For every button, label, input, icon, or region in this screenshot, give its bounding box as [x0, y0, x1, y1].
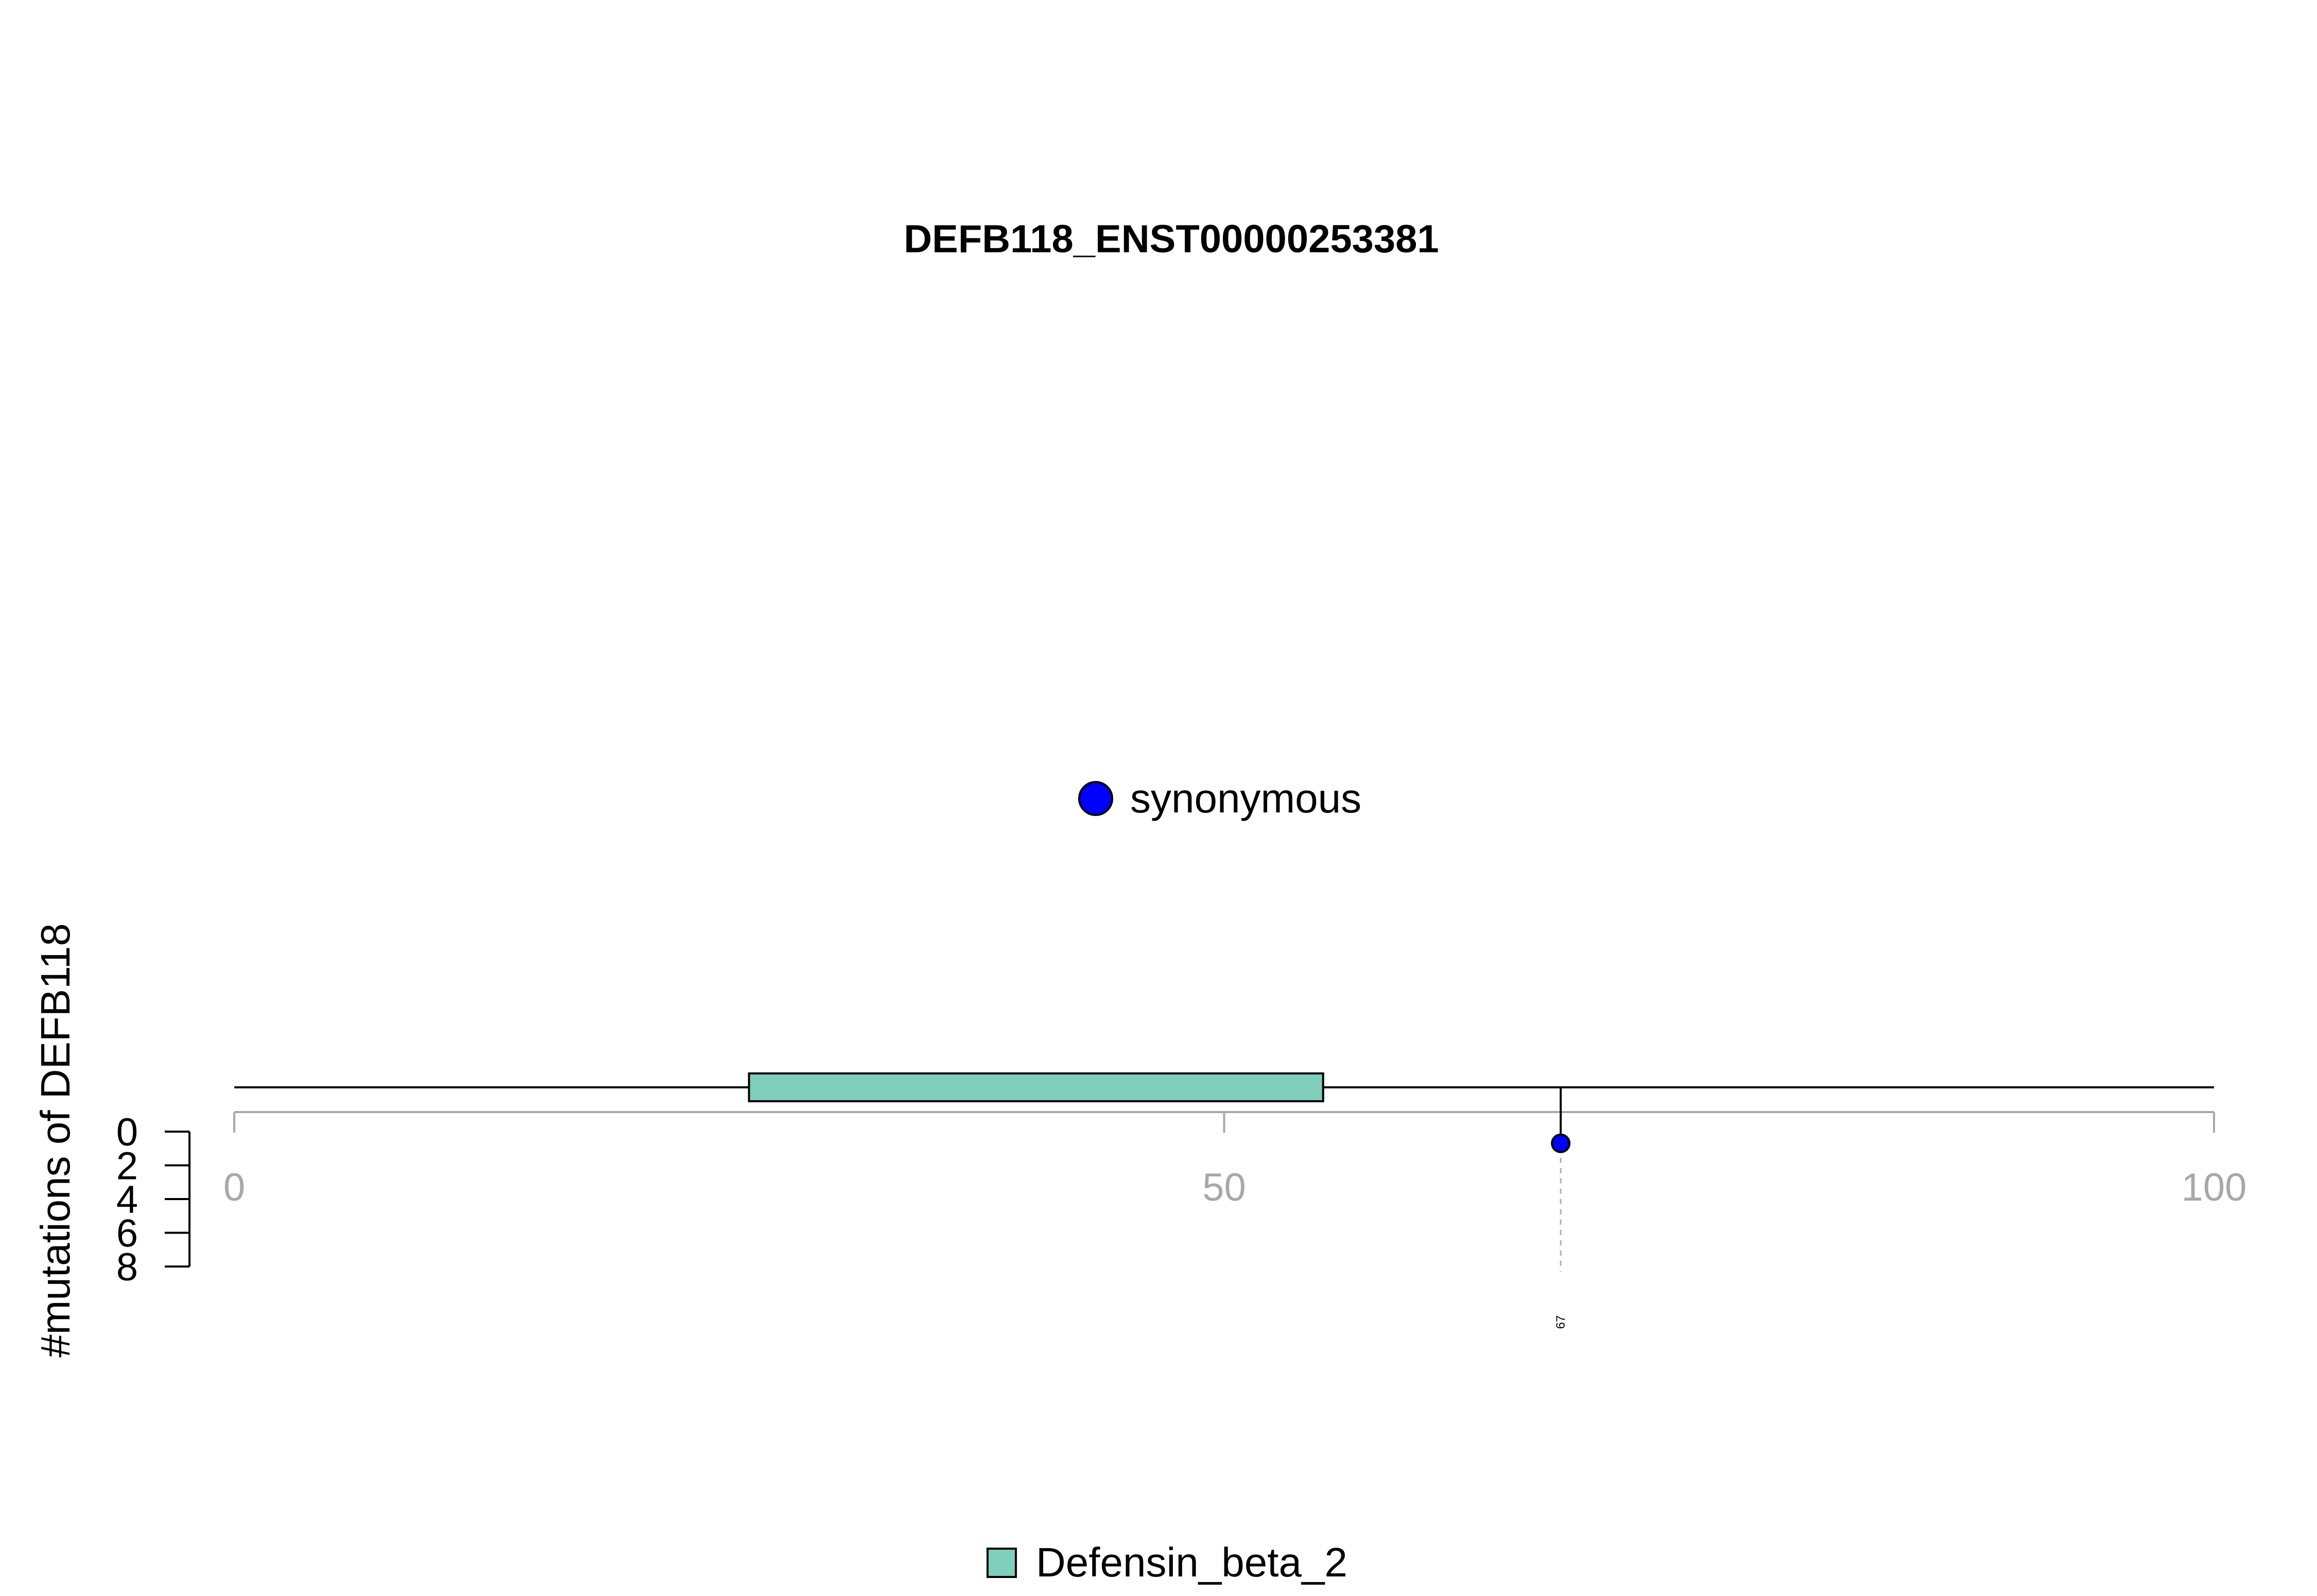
x-axis: 0 50 100: [223, 1111, 2247, 1209]
domain-layer: [748, 1072, 1324, 1102]
legend-domain-swatch: [987, 1548, 1017, 1578]
bottom-legend: Defensin_beta_2: [987, 1539, 1347, 1585]
x-tick-label: 50: [1202, 1166, 1246, 1209]
x-tick-label: 0: [223, 1166, 245, 1209]
y-tick-label: 0: [116, 1111, 138, 1154]
top-legend: synonymous: [1078, 775, 1361, 821]
mutation-position-label: 67: [1554, 1315, 1568, 1329]
legend-domain-label: Defensin_beta_2: [1036, 1539, 1347, 1585]
y-axis-label: #mutations of DEFB118: [32, 923, 78, 1357]
y-tick-label: 4: [116, 1178, 138, 1222]
y-tick-label: 6: [116, 1212, 138, 1256]
chart-title: DEFB118_ENST00000253381: [904, 217, 1439, 261]
legend-synonymous-marker: [1078, 781, 1113, 816]
mutation-point: [1551, 1133, 1571, 1153]
domain-box: [748, 1072, 1324, 1102]
y-tick-label: 2: [116, 1144, 138, 1188]
y-tick-label: 8: [116, 1245, 138, 1289]
legend-synonymous-label: synonymous: [1130, 775, 1361, 821]
x-tick-label: 100: [2182, 1166, 2247, 1209]
mutation-layer: 67: [1551, 1087, 1571, 1329]
